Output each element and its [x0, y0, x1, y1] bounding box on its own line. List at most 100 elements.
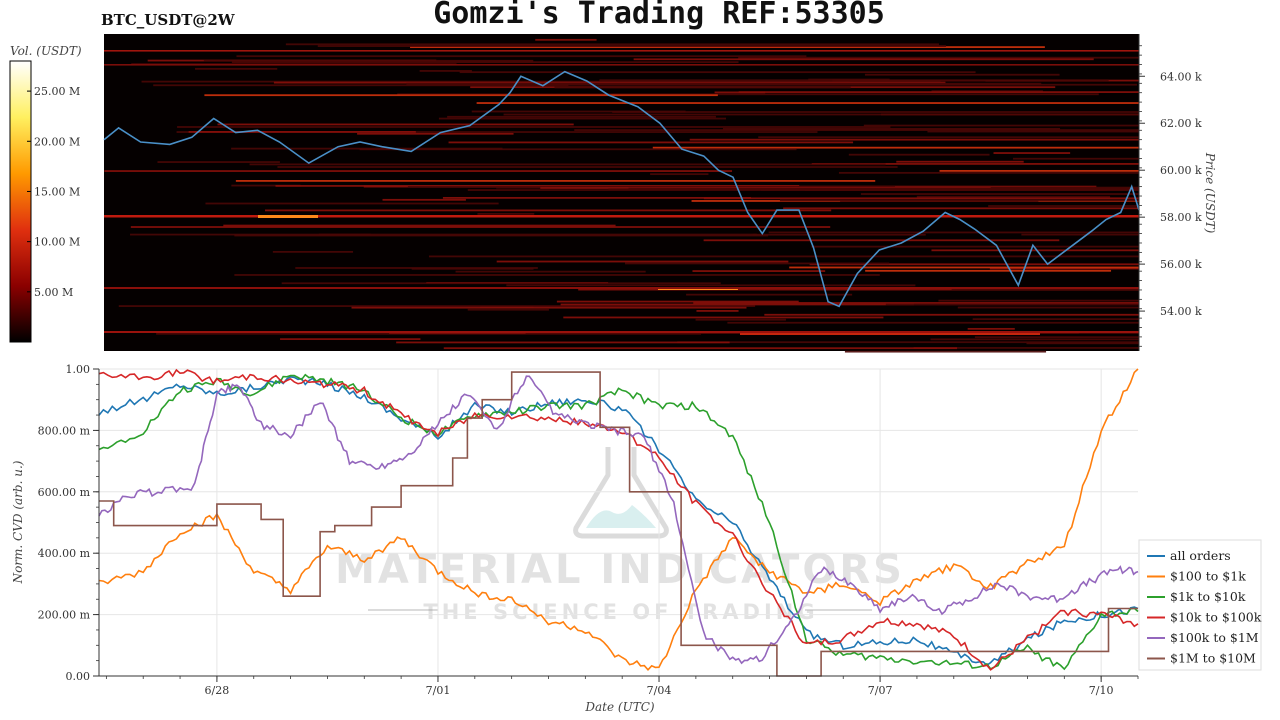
- orderbook-band: [916, 195, 1111, 198]
- orderbook-band: [988, 205, 1139, 207]
- orderbook-band: [738, 56, 1139, 59]
- orderbook-band: [863, 124, 1139, 127]
- orderbook-band: [419, 70, 472, 72]
- orderbook-wall: [104, 287, 1139, 289]
- orderbook-band: [811, 163, 1139, 165]
- colorbar-tick-label: 10.00 M: [34, 236, 80, 249]
- orderbook-band: [703, 197, 1139, 200]
- cvd-chart: 0.00 200.00 m 400.00 m 600.00 m 800.00 m 1.00…: [11, 363, 1139, 714]
- orderbook-band: [231, 61, 739, 64]
- volume-colorbar: Vol. (USDT) 5.00 M 10.00 M 15.00 M 20.00 M 2…: [9, 44, 82, 343]
- orderbook-band: [714, 91, 766, 94]
- heatmap-ytick-label: 64.00 k: [1160, 70, 1202, 83]
- orderbook-band: [203, 59, 534, 62]
- series-line: [99, 371, 1138, 677]
- heatmap-ytick-label: 56.00 k: [1160, 258, 1202, 271]
- orderbook-band: [860, 193, 1139, 195]
- orderbook-band: [967, 327, 1015, 330]
- orderbook-band: [204, 94, 718, 97]
- orderbook-band: [650, 173, 709, 176]
- orderbook-band: [476, 102, 1140, 104]
- orderbook-band: [153, 84, 569, 87]
- orderbook-band: [896, 160, 1024, 163]
- orderbook-band: [428, 255, 1140, 258]
- orderbook-band: [809, 263, 1139, 266]
- orderbook-band: [443, 347, 958, 350]
- orderbook-band: [764, 313, 1139, 316]
- orderbook-band: [104, 170, 733, 172]
- orderbook-band: [264, 209, 832, 212]
- orderbook-band: [177, 126, 891, 128]
- orderbook-band: [864, 73, 1060, 76]
- orderbook-band: [624, 262, 890, 265]
- orderbook-band: [118, 305, 756, 307]
- orderbook-band: [677, 341, 1139, 344]
- orderbook-band: [931, 90, 1043, 93]
- orderbook-band: [130, 233, 371, 236]
- orderbook-band: [357, 132, 514, 135]
- orderbook-band: [273, 81, 946, 84]
- orderbook-band: [397, 93, 1099, 96]
- legend-entry: $1k to $10k: [1170, 589, 1246, 604]
- orderbook-band: [277, 166, 898, 168]
- orderbook-band: [217, 123, 574, 126]
- orderbook-band: [913, 347, 1139, 349]
- page-title: Gomzi's Trading REF:53305: [433, 0, 885, 31]
- orderbook-band: [382, 198, 466, 201]
- cvd-xlabel: Date (UTC): [584, 700, 654, 714]
- orderbook-heatmap: 54.00 k 56.00 k 58.00 k 60.00 k 62.00 k 64.00…: [103, 34, 1217, 353]
- orderbook-band: [722, 127, 1061, 130]
- colorbar-tick-label: 15.00 M: [34, 185, 80, 198]
- orderbook-band: [865, 269, 1112, 272]
- orderbook-band: [938, 299, 1139, 302]
- orderbook-band: [974, 336, 1139, 339]
- orderbook-band: [411, 267, 534, 270]
- orderbook-band: [406, 82, 1042, 85]
- orderbook-band: [931, 249, 1139, 252]
- orderbook-band: [205, 202, 499, 205]
- legend-entry: $1M to $10M: [1170, 651, 1256, 666]
- cvd-ytick-label: 0.00: [66, 670, 91, 683]
- orderbook-wall: [258, 215, 318, 218]
- orderbook-band: [234, 274, 880, 276]
- orderbook-band: [578, 288, 1139, 291]
- cvd-ytick-label: 400.00 m: [38, 547, 91, 560]
- orderbook-band: [696, 310, 739, 312]
- orderbook-band: [972, 318, 1139, 321]
- orderbook-band: [1021, 233, 1139, 236]
- colorbar-tick-label: 5.00 M: [34, 286, 73, 299]
- series-line: [98, 373, 1139, 671]
- orderbook-band: [318, 233, 757, 236]
- orderbook-band: [1013, 157, 1139, 160]
- watermark-subtitle: THE SCIENCE OF TRADING: [423, 600, 818, 624]
- orderbook-band: [1026, 342, 1139, 345]
- orderbook-band: [503, 113, 1139, 116]
- orderbook-band: [951, 288, 1139, 291]
- orderbook-band: [752, 233, 926, 236]
- orderbook-band: [272, 250, 354, 253]
- orderbook-wall: [104, 64, 1139, 66]
- orderbook-band: [236, 55, 807, 58]
- cvd-ylabel: Norm. CVD (arb. u.): [11, 460, 25, 584]
- colorbar-gradient: [9, 60, 32, 343]
- orderbook-wall: [104, 50, 1139, 52]
- heatmap-ytick-label: 54.00 k: [1160, 305, 1202, 318]
- series-line: [98, 368, 1139, 671]
- orderbook-band: [554, 86, 851, 89]
- colorbar-tick-label: 20.00 M: [34, 135, 80, 148]
- orderbook-band: [695, 318, 786, 321]
- orderbook-band: [848, 153, 990, 156]
- orderbook-band: [234, 234, 769, 237]
- orderbook-band: [438, 117, 727, 120]
- cvd-xtick-label: 7/01: [426, 684, 451, 697]
- orderbook-band: [927, 130, 1139, 133]
- orderbook-band: [993, 152, 1071, 154]
- orderbook-band: [939, 169, 1139, 172]
- orderbook-band: [459, 71, 976, 74]
- orderbook-band: [317, 45, 946, 47]
- orderbook-band: [811, 245, 1139, 248]
- orderbook-band: [157, 161, 280, 163]
- orderbook-band: [538, 83, 1138, 86]
- orderbook-band: [195, 67, 278, 70]
